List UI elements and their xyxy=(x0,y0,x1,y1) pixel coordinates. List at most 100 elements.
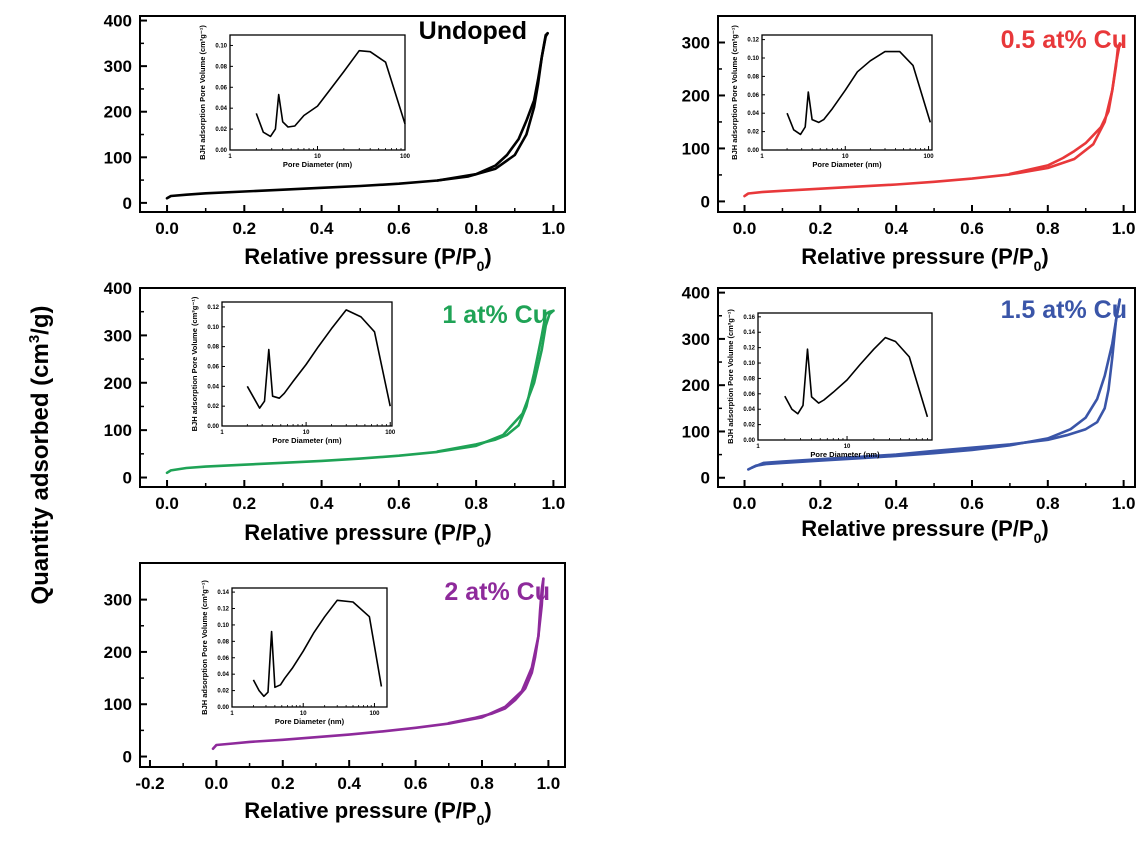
inset-y-tick-label: 0.04 xyxy=(215,106,227,112)
y-tick-label: 0 xyxy=(701,469,710,488)
inset-frame xyxy=(757,312,933,441)
inset-y-tick-label: 0.00 xyxy=(743,438,755,444)
x-tick-label: 0.2 xyxy=(809,494,833,513)
plot-frame xyxy=(139,15,566,213)
inset-y-tick-label: 0.00 xyxy=(207,424,219,430)
inset-y-tick-label: 0.02 xyxy=(207,404,219,410)
inset-x-axis-label: Pore Diameter (nm) xyxy=(812,160,882,169)
inset-frame xyxy=(231,587,388,708)
y-tick-label: 100 xyxy=(104,421,132,440)
inset-y-tick-label: 0.12 xyxy=(747,38,759,44)
inset-y-axis-label: BJH adsorption Pore Volume (cm³g⁻¹) xyxy=(198,25,207,160)
inset-y-tick-label: 0.00 xyxy=(747,148,759,154)
inset-plot: 1 10 100 0.00 0.02 0.04 0.06 0.08 0.10 Pore Diame… xyxy=(198,25,411,169)
inset-y-tick-label: 0.16 xyxy=(743,315,755,321)
panel-1: 0.0 0.2 0.4 0.6 0.8 1.0 0 100 200 300 400 Undoped Re… xyxy=(104,12,566,274)
x-tick-label: 0.0 xyxy=(155,219,179,238)
inset-x-tick-label: 10 xyxy=(842,154,849,160)
inset-y-tick-label: 0.02 xyxy=(747,130,759,136)
inset-plot: 1 10 100 0.00 0.02 0.04 0.06 0.08 0.10 0.12 Pore D… xyxy=(730,25,934,169)
inset-y-tick-label: 0.10 xyxy=(747,56,759,62)
y-tick-label: 0 xyxy=(123,194,132,213)
inset-frame xyxy=(761,34,933,151)
inset-x-tick-label: 100 xyxy=(385,430,396,436)
x-tick-label: 0.6 xyxy=(404,774,428,793)
y-tick-label: 200 xyxy=(104,103,132,122)
inset-y-axis-label: BJH adsorption Pore Volume (cm³g⁻¹) xyxy=(730,25,739,160)
inset-x-axis-label: Pore Diameter (nm) xyxy=(810,450,880,459)
x-tick-label: 0.0 xyxy=(155,494,179,513)
panel-title: 1.5 at% Cu xyxy=(1001,296,1127,324)
y-tick-label: 100 xyxy=(682,422,710,441)
x-tick-label: 0.2 xyxy=(232,219,256,238)
inset-y-tick-label: 0.06 xyxy=(207,364,219,370)
inset-y-tick-label: 0.10 xyxy=(217,623,229,629)
panel-4: 0.0 0.2 0.4 0.6 0.8 1.0 0 100 200 300 400 1.5 at% C… xyxy=(682,284,1136,546)
y-tick-label: 100 xyxy=(104,695,132,714)
plot-frame xyxy=(717,287,1136,488)
x-tick-label: 0.2 xyxy=(271,774,295,793)
inset-plot: 1 10 100 0.00 0.02 0.04 0.06 0.08 0.10 0.12 Pore D… xyxy=(190,296,396,445)
inset-y-tick-label: 0.08 xyxy=(217,639,229,645)
inset-x-tick-label: 100 xyxy=(400,154,411,160)
panel-2: 0.0 0.2 0.4 0.6 0.8 1.0 0 100 200 300 0.5 at% Cu Re… xyxy=(682,15,1136,274)
inset-y-tick-label: 0.08 xyxy=(743,376,755,382)
pore-size-distribution-line xyxy=(786,50,932,136)
inset-y-tick-label: 0.14 xyxy=(743,330,755,336)
inset-x-tick-label: 100 xyxy=(924,154,935,160)
pore-size-distribution-line xyxy=(246,309,391,409)
pore-size-distribution-line xyxy=(252,599,383,698)
x-tick-label: 0.0 xyxy=(733,219,757,238)
inset-x-tick-label: 10 xyxy=(314,154,321,160)
inset-x-tick-label: 100 xyxy=(369,711,380,717)
inset-y-tick-label: 0.08 xyxy=(747,74,759,80)
inset-x-tick-label: 1 xyxy=(760,154,764,160)
inset-frame xyxy=(229,34,406,151)
plot-frame xyxy=(139,287,566,488)
inset-plot: 1 10 100 0.00 0.02 0.04 0.06 0.08 0.10 0.12 0.14 Po… xyxy=(200,580,388,726)
inset-x-tick-label: 1 xyxy=(220,430,224,436)
inset-y-tick-label: 0.10 xyxy=(207,325,219,331)
isotherm-desorption-line xyxy=(436,309,555,453)
panel-title: 1 at% Cu xyxy=(442,301,548,329)
x-axis-label: Relative pressure (P/P0) xyxy=(801,516,1048,546)
y-tick-label: 100 xyxy=(682,139,710,158)
inset-y-tick-label: 0.02 xyxy=(743,423,755,429)
y-tick-label: 300 xyxy=(104,57,132,76)
inset-y-axis-label: BJH adsorption Pore Volume (cm³g⁻¹) xyxy=(726,309,735,444)
inset-y-tick-label: 0.04 xyxy=(747,111,759,117)
inset-y-tick-label: 0.00 xyxy=(215,148,227,154)
x-tick-label: 1.0 xyxy=(542,494,566,513)
inset-x-axis-label: Pore Diameter (nm) xyxy=(275,717,345,726)
plot-frame xyxy=(717,15,1136,213)
x-tick-label: 0.6 xyxy=(960,494,984,513)
panel-title: 2 at% Cu xyxy=(444,578,550,606)
inset-y-tick-label: 0.12 xyxy=(743,346,755,352)
inset-y-tick-label: 0.10 xyxy=(743,361,755,367)
inset-x-tick-label: 1 xyxy=(228,154,232,160)
x-tick-label: 0.4 xyxy=(310,494,334,513)
plot-frame xyxy=(139,562,566,768)
x-tick-label: 0.8 xyxy=(464,219,488,238)
x-axis-label: Relative pressure (P/P0) xyxy=(801,244,1048,274)
panel-5: -0.2 0.0 0.2 0.4 0.6 0.8 1.0 0 100 200 300 2 at% Cu… xyxy=(104,562,566,828)
inset-y-tick-label: 0.08 xyxy=(215,64,227,70)
inset-y-tick-label: 0.04 xyxy=(743,407,755,413)
y-tick-label: 300 xyxy=(104,591,132,610)
pore-size-distribution-line xyxy=(784,336,929,418)
isotherm-desorption-line xyxy=(436,31,549,182)
y-tick-label: 0 xyxy=(123,748,132,767)
inset-x-axis-label: Pore Diameter (nm) xyxy=(272,436,342,445)
y-tick-label: 100 xyxy=(104,148,132,167)
x-tick-label: 0.0 xyxy=(205,774,229,793)
inset-y-axis-label: BJH adsorption Pore Volume (cm³g⁻¹) xyxy=(190,296,199,431)
x-tick-label: 0.2 xyxy=(232,494,256,513)
y-tick-label: 400 xyxy=(104,12,132,31)
x-tick-label: 0.6 xyxy=(960,219,984,238)
x-tick-label: 0.8 xyxy=(470,774,494,793)
y-tick-label: 0 xyxy=(123,469,132,488)
inset-y-tick-label: 0.06 xyxy=(217,656,229,662)
x-tick-label: 0.4 xyxy=(337,774,361,793)
